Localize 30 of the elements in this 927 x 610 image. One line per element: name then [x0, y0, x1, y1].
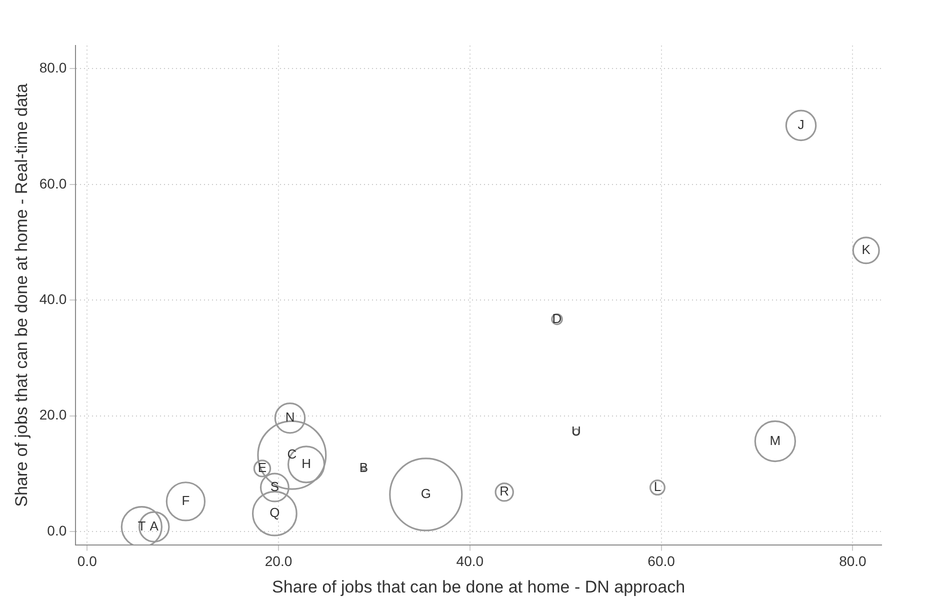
x-axis-title: Share of jobs that can be done at home - DN approach: [272, 577, 686, 596]
data-label: A: [150, 518, 159, 534]
x-tick-label: 60.0: [648, 553, 676, 570]
data-label: R: [500, 484, 510, 499]
y-tick-label: 80.0: [39, 60, 67, 76]
x-tick-label: 20.0: [264, 553, 292, 570]
y-tick-label: 20.0: [39, 406, 67, 423]
data-label: T: [138, 518, 146, 534]
data-label: B: [359, 460, 368, 476]
data-label: Q: [270, 505, 280, 520]
y-tick-label: 40.0: [39, 290, 67, 307]
data-label: S: [270, 479, 280, 494]
y-tick-label: 60.0: [39, 175, 67, 192]
data-label: F: [182, 492, 190, 508]
data-label: D: [552, 310, 562, 326]
data-label: H: [302, 456, 311, 471]
data-label: K: [862, 242, 871, 257]
x-tick-label: 40.0: [456, 553, 484, 570]
data-label: E: [258, 460, 267, 476]
data-label: L: [654, 479, 662, 494]
x-tick-label: 0.0: [77, 553, 98, 570]
data-label: G: [420, 486, 431, 502]
x-tick-label: 80.0: [839, 553, 867, 570]
y-tick-label: 0.0: [47, 522, 67, 538]
data-label: N: [285, 410, 295, 425]
data-label: C: [287, 446, 297, 462]
data-label: U: [571, 424, 581, 439]
data-label: J: [798, 117, 804, 132]
y-axis-title: Share of jobs that can be done at home - Real-time data: [12, 82, 31, 507]
data-label: M: [770, 432, 781, 448]
